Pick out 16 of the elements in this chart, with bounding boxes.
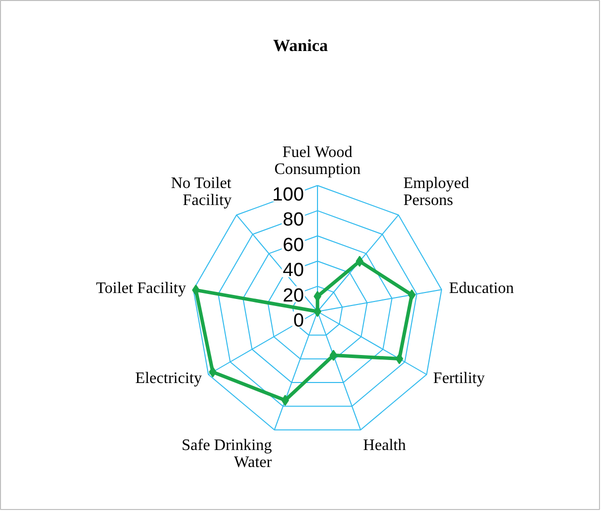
y-tick-label: 60	[282, 234, 304, 256]
spoke-label: Toilet Facility	[96, 280, 186, 297]
spoke-label: No Toilet Facility	[171, 175, 232, 210]
spoke-label: Safe Drinking Water	[182, 437, 272, 472]
spoke-label: Electricity	[135, 370, 202, 387]
y-tick-label: 0	[293, 310, 304, 332]
spoke-label: Fertility	[433, 370, 485, 387]
chart-title: Wanica	[273, 36, 328, 55]
spoke-label: Education	[449, 280, 514, 297]
y-tick-label: 80	[282, 210, 304, 231]
spoke-label: Health	[363, 437, 406, 454]
y-tick-label: 40	[282, 260, 304, 282]
spoke-label: Fuel Wood Consumption	[274, 144, 361, 178]
y-tick-label: 100	[272, 184, 304, 206]
y-tick-label: 20	[282, 285, 304, 306]
spoke-label: Employed Persons	[403, 175, 470, 210]
